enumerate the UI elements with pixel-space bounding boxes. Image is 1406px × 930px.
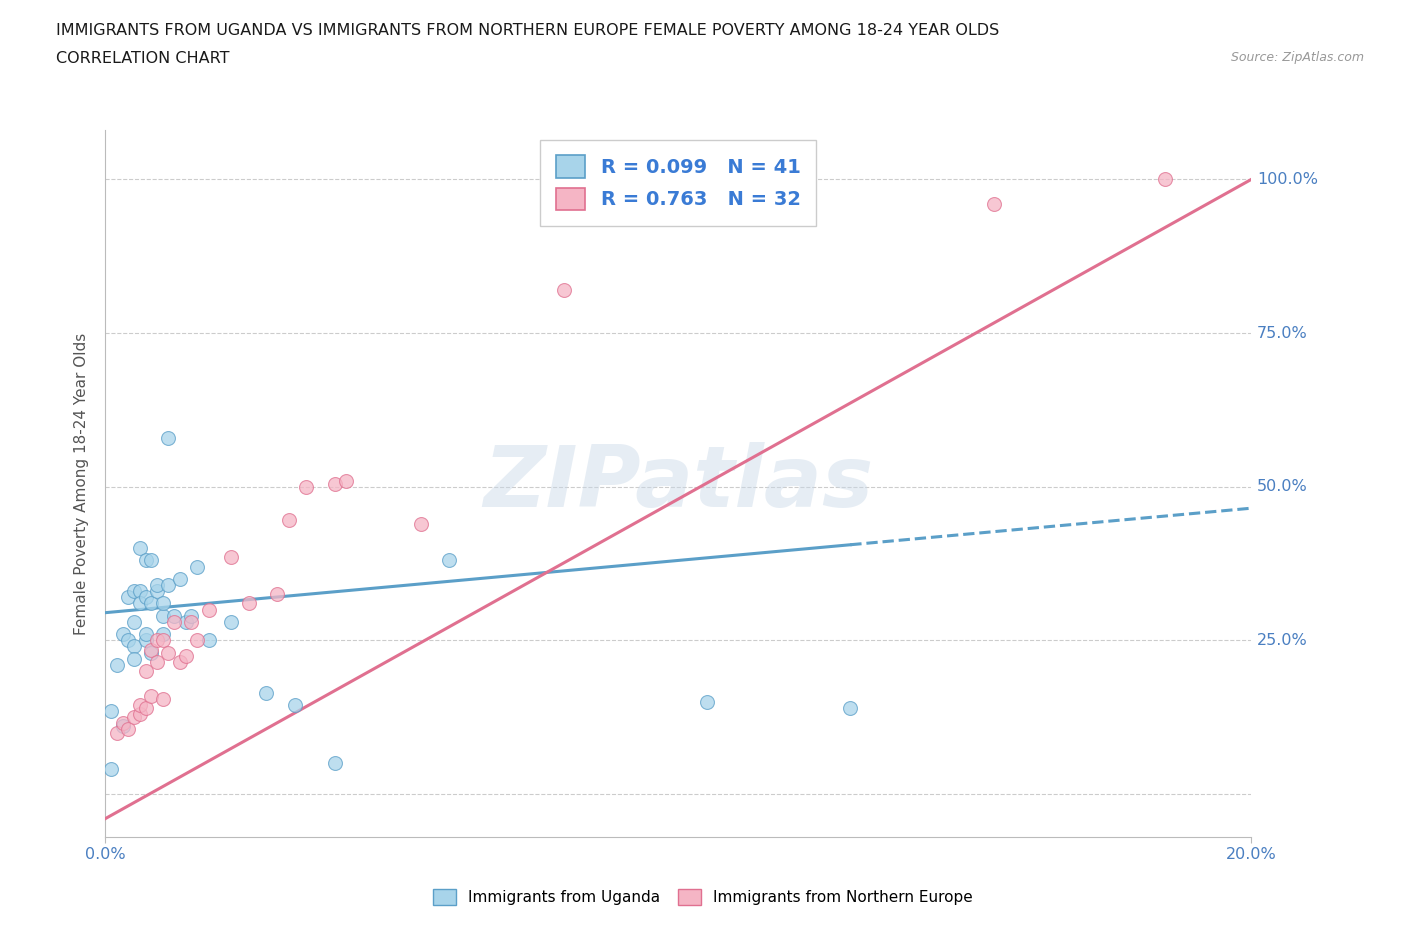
- Point: [117, 633, 139, 648]
- Point: [135, 627, 157, 642]
- Point: [409, 516, 432, 531]
- Legend: Immigrants from Uganda, Immigrants from Northern Europe: Immigrants from Uganda, Immigrants from …: [426, 884, 980, 911]
- Point: [128, 698, 150, 712]
- Point: [128, 584, 150, 599]
- Legend: R = 0.099   N = 41, R = 0.763   N = 32: R = 0.099 N = 41, R = 0.763 N = 32: [540, 140, 817, 226]
- Point: [122, 710, 145, 724]
- Point: [180, 615, 202, 630]
- Point: [135, 633, 157, 648]
- Point: [146, 633, 169, 648]
- Point: [180, 608, 202, 623]
- Point: [696, 695, 718, 710]
- Point: [146, 578, 169, 592]
- Point: [122, 584, 145, 599]
- Point: [152, 691, 174, 706]
- Point: [111, 716, 134, 731]
- Point: [128, 596, 150, 611]
- Point: [152, 627, 174, 642]
- Point: [163, 608, 186, 623]
- Point: [111, 719, 134, 734]
- Point: [186, 633, 208, 648]
- Point: [135, 590, 157, 604]
- Text: 50.0%: 50.0%: [1257, 479, 1308, 494]
- Point: [254, 685, 277, 700]
- Point: [141, 596, 163, 611]
- Point: [128, 540, 150, 555]
- Point: [157, 645, 180, 660]
- Point: [283, 698, 305, 712]
- Point: [238, 596, 260, 611]
- Point: [839, 700, 862, 715]
- Point: [135, 553, 157, 568]
- Text: 75.0%: 75.0%: [1257, 326, 1308, 340]
- Point: [122, 615, 145, 630]
- Point: [186, 559, 208, 574]
- Point: [157, 578, 180, 592]
- Y-axis label: Female Poverty Among 18-24 Year Olds: Female Poverty Among 18-24 Year Olds: [75, 333, 90, 635]
- Point: [437, 553, 460, 568]
- Text: ZIPatlas: ZIPatlas: [484, 442, 873, 525]
- Point: [174, 615, 197, 630]
- Point: [128, 707, 150, 722]
- Point: [152, 608, 174, 623]
- Point: [1154, 172, 1177, 187]
- Point: [122, 639, 145, 654]
- Point: [100, 762, 122, 777]
- Point: [122, 651, 145, 666]
- Point: [152, 633, 174, 648]
- Point: [152, 596, 174, 611]
- Point: [197, 602, 219, 617]
- Point: [323, 476, 346, 491]
- Text: 25.0%: 25.0%: [1257, 632, 1308, 648]
- Point: [146, 584, 169, 599]
- Point: [553, 283, 575, 298]
- Point: [105, 658, 128, 672]
- Text: Source: ZipAtlas.com: Source: ZipAtlas.com: [1230, 51, 1364, 64]
- Point: [146, 655, 169, 670]
- Point: [117, 590, 139, 604]
- Point: [135, 664, 157, 679]
- Point: [105, 725, 128, 740]
- Point: [163, 615, 186, 630]
- Text: CORRELATION CHART: CORRELATION CHART: [56, 51, 229, 66]
- Point: [117, 722, 139, 737]
- Point: [277, 513, 299, 528]
- Text: 100.0%: 100.0%: [1257, 172, 1317, 187]
- Point: [174, 648, 197, 663]
- Point: [983, 196, 1005, 211]
- Point: [141, 553, 163, 568]
- Point: [295, 479, 318, 494]
- Point: [135, 700, 157, 715]
- Point: [141, 642, 163, 657]
- Point: [323, 756, 346, 771]
- Point: [111, 627, 134, 642]
- Point: [197, 633, 219, 648]
- Text: IMMIGRANTS FROM UGANDA VS IMMIGRANTS FROM NORTHERN EUROPE FEMALE POVERTY AMONG 1: IMMIGRANTS FROM UGANDA VS IMMIGRANTS FRO…: [56, 23, 1000, 38]
- Point: [221, 615, 243, 630]
- Point: [169, 655, 191, 670]
- Point: [169, 571, 191, 586]
- Point: [141, 688, 163, 703]
- Point: [100, 704, 122, 719]
- Point: [266, 587, 288, 602]
- Point: [221, 550, 243, 565]
- Point: [141, 645, 163, 660]
- Point: [335, 473, 357, 488]
- Point: [157, 430, 180, 445]
